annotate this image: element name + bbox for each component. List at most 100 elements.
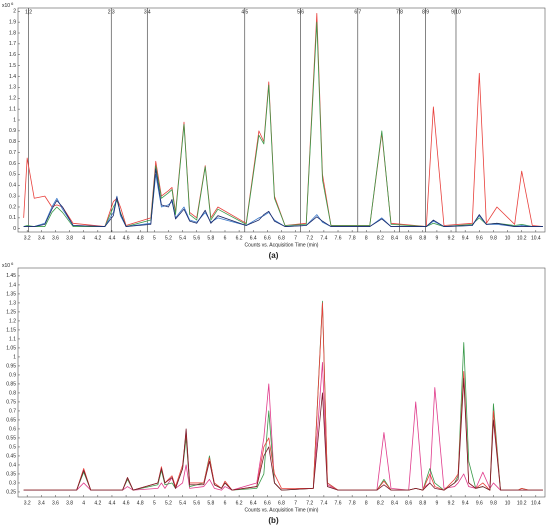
x-tick-label: 7.2 <box>306 500 313 506</box>
y-tick-label: 1.35 <box>6 291 16 297</box>
y-tick-label: 1.3 <box>9 85 16 91</box>
y-tick-label: 0.8 <box>9 139 16 145</box>
trace <box>23 13 543 227</box>
y-scale-label: x106 <box>2 261 14 269</box>
x-tick-label: 3.6 <box>52 500 59 506</box>
x-tick-label: 9 <box>436 500 439 506</box>
x-tick-label: 10.2 <box>517 500 527 506</box>
x-tick-label: 6.6 <box>264 500 271 506</box>
y-tick-label: 1.7 <box>9 41 16 47</box>
x-tick-label: 9.2 <box>448 235 455 241</box>
segment-label: 3|4 <box>144 9 151 15</box>
y-tick-label: 1.4 <box>9 282 16 288</box>
x-tick-label: 8.2 <box>377 235 384 241</box>
x-tick-label: 6 <box>224 500 227 506</box>
x-tick-label: 5.8 <box>207 235 214 241</box>
y-tick-label: 1.1 <box>9 336 16 342</box>
x-tick-label: 3.8 <box>66 500 73 506</box>
x-tick-label: 3.6 <box>52 235 59 241</box>
x-tick-label: 5 <box>153 235 156 241</box>
x-tick-label: 7.6 <box>335 235 342 241</box>
x-tick-label: 9.2 <box>448 500 455 506</box>
x-tick-label: 8.6 <box>405 235 412 241</box>
x-tick-label: 7 <box>294 235 297 241</box>
x-tick-label: 5.6 <box>193 235 200 241</box>
trace <box>23 378 543 491</box>
x-axis-label: Counts vs. Acquisition Time (min) <box>245 507 319 513</box>
y-tick-label: 1.8 <box>9 30 16 36</box>
y-tick-label: 1.4 <box>9 74 16 80</box>
y-tick-label: 1.9 <box>9 19 16 25</box>
x-tick-label: 6.8 <box>278 235 285 241</box>
x-tick-label: 7.4 <box>320 235 327 241</box>
x-tick-label: 6.8 <box>278 500 285 506</box>
y-tick-label: 0.45 <box>6 453 16 459</box>
x-tick-label: 9.6 <box>476 235 483 241</box>
y-scale-base: x10 <box>2 263 10 269</box>
x-tick-label: 8 <box>365 500 368 506</box>
x-tick-label: 3.2 <box>24 500 31 506</box>
y-tick-label: 0.75 <box>6 399 16 405</box>
y-tick-label: 1.45 <box>6 273 16 279</box>
x-tick-label: 10.4 <box>531 500 541 506</box>
y-tick-label: 0.5 <box>9 444 16 450</box>
x-tick-label: 8.4 <box>391 235 398 241</box>
y-tick-label: 0.25 <box>6 489 16 495</box>
y-scale-label: x106 <box>2 1 14 9</box>
y-tick-label: 1.5 <box>9 63 16 69</box>
x-tick-label: 9 <box>436 235 439 241</box>
y-tick-label: 0.1 <box>9 215 16 221</box>
x-tick-label: 7.2 <box>306 235 313 241</box>
x-tick-label: 6.4 <box>250 235 257 241</box>
y-tick-label: 0.35 <box>6 471 16 477</box>
y-tick-label: 0.3 <box>9 480 16 486</box>
x-tick-label: 8.8 <box>419 235 426 241</box>
x-tick-label: 6.2 <box>236 500 243 506</box>
y-tick-label: 1 <box>13 354 16 360</box>
x-tick-label: 4.6 <box>123 500 130 506</box>
x-tick-label: 4.6 <box>123 235 130 241</box>
x-tick-label: 5.8 <box>207 500 214 506</box>
segment-label: 9|10 <box>451 9 461 15</box>
y-tick-label: 0.6 <box>9 426 16 432</box>
x-tick-label: 7 <box>294 500 297 506</box>
panel-label: (a) <box>269 251 279 260</box>
x-tick-label: 5.4 <box>179 500 186 506</box>
x-tick-label: 9.8 <box>490 500 497 506</box>
y-tick-label: 0.2 <box>9 204 16 210</box>
x-tick-label: 4.8 <box>137 235 144 241</box>
x-tick-label: 7.8 <box>349 500 356 506</box>
x-tick-label: 8.6 <box>405 500 412 506</box>
x-tick-label: 9.4 <box>462 235 469 241</box>
x-tick-label: 10 <box>505 235 511 241</box>
segment-label: 7|8 <box>396 9 403 15</box>
y-scale-base: x10 <box>2 3 10 9</box>
x-tick-label: 8.2 <box>377 500 384 506</box>
y-tick-label: 0.6 <box>9 161 16 167</box>
x-tick-label: 6.4 <box>250 500 257 506</box>
x-tick-label: 9.4 <box>462 500 469 506</box>
trace <box>23 168 543 227</box>
y-tick-label: 0.9 <box>9 372 16 378</box>
y-tick-label: 0 <box>13 226 16 232</box>
y-tick-label: 0.3 <box>9 193 16 199</box>
x-tick-label: 4 <box>82 235 85 241</box>
y-tick-label: 0.9 <box>9 128 16 134</box>
x-tick-label: 7.8 <box>349 235 356 241</box>
y-tick-label: 0.55 <box>6 435 16 441</box>
x-tick-label: 3.8 <box>66 235 73 241</box>
y-tick-label: 1.25 <box>6 309 16 315</box>
y-tick-label: 1.3 <box>9 300 16 306</box>
x-tick-label: 6.2 <box>236 235 243 241</box>
x-tick-label: 4.2 <box>94 235 101 241</box>
trace <box>23 21 543 227</box>
segment-label: 6|7 <box>354 9 361 15</box>
x-tick-label: 8.8 <box>419 500 426 506</box>
segment-label: 2|3 <box>108 9 115 15</box>
x-tick-label: 5 <box>153 500 156 506</box>
x-tick-label: 7.4 <box>320 500 327 506</box>
y-tick-label: 0.5 <box>9 172 16 178</box>
segment-label: 4|5 <box>241 9 248 15</box>
y-tick-label: 1.1 <box>9 106 16 112</box>
